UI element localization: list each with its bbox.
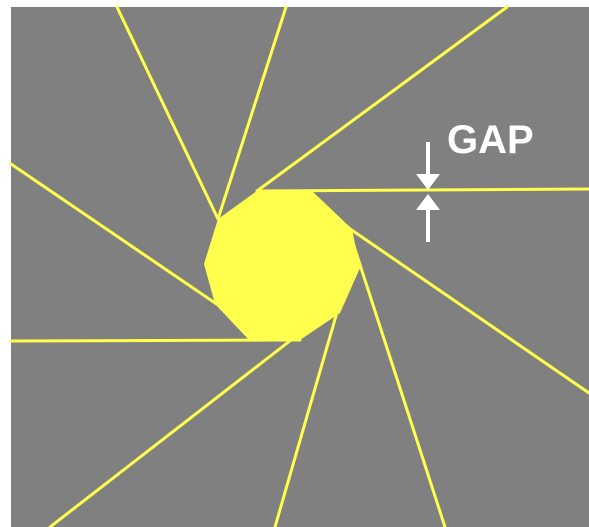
gap-label: GAP — [447, 118, 534, 162]
blade-edge-line — [9, 162, 242, 322]
up-arrow-icon — [416, 194, 440, 242]
blade-edge-line — [255, 5, 509, 193]
aperture-opening — [204, 191, 360, 340]
blade-edge-line — [216, 5, 288, 221]
blade-edges — [9, 5, 589, 527]
down-arrow-icon — [416, 142, 440, 190]
blade-edge-line — [9, 338, 302, 343]
blade-edge-line — [273, 300, 342, 527]
blade-edge-line — [338, 220, 589, 395]
blade-edge-line — [350, 238, 447, 527]
blade-edge-line — [115, 5, 220, 221]
blade-edge-line — [255, 187, 589, 193]
